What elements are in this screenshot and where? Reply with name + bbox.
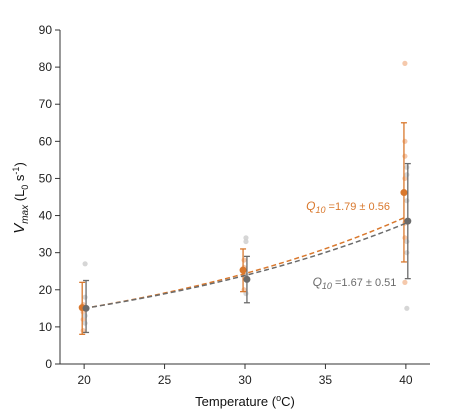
y-axis-title-open: (L: [12, 190, 27, 205]
y-tick-label: 20: [39, 283, 53, 297]
raw-point-grey: [404, 305, 410, 311]
y-axis-title-close: ): [12, 162, 27, 166]
y-axis-title-exp: -1: [11, 167, 21, 175]
raw-point-orange: [241, 257, 247, 263]
raw-point-grey: [82, 261, 88, 267]
x-axis-title-tail: C): [281, 394, 295, 409]
x-tick-label: 20: [77, 373, 91, 387]
y-axis-title-max: max: [20, 204, 31, 224]
mean-point-grey: [243, 275, 251, 283]
plot-area: 0 10 20 30 40 50 60 70 80 90 20 25 30 35 40 Q10 =1.79 ±…: [39, 23, 430, 387]
y-tick-label: 60: [39, 134, 53, 148]
raw-point-grey: [404, 238, 410, 245]
y-axis-title-zero: 0: [20, 185, 30, 190]
mean-point-orange: [400, 189, 408, 197]
x-tick-label: 30: [238, 373, 252, 387]
raw-point-grey: [243, 238, 249, 245]
raw-point-orange: [402, 279, 408, 285]
y-tick-label: 0: [45, 357, 52, 371]
q10-annotation-orange: Q10 =1.79 ± 0.56: [306, 199, 390, 215]
raw-point-grey: [404, 198, 410, 204]
raw-point-grey: [243, 235, 249, 241]
x-tick-label: 35: [319, 373, 333, 387]
q10-annotation-grey: Q10 =1.67 ± 0.51: [313, 275, 397, 291]
y-axis-title-v: V: [11, 222, 28, 234]
fit-curve-orange: [84, 216, 407, 310]
mean-point-orange: [239, 266, 247, 274]
raw-point-grey: [82, 320, 88, 326]
raw-point-orange: [402, 138, 408, 144]
y-tick-label: 10: [39, 320, 53, 334]
y-tick-label: 50: [39, 171, 53, 185]
raw-point-grey: [82, 313, 88, 319]
mean-point-grey: [82, 304, 90, 312]
raw-point-grey: [82, 294, 88, 300]
raw-point-orange: [402, 153, 408, 159]
x-tick-label: 40: [399, 373, 413, 387]
x-axis-title-sup: o: [276, 393, 281, 403]
y-tick-label: 80: [39, 60, 53, 74]
y-axis-title-s: s: [12, 174, 27, 185]
x-axis-title: Temperature (oC): [195, 393, 295, 409]
y-tick-label: 40: [39, 209, 53, 223]
x-axis-title-main: Temperature (: [195, 394, 277, 409]
raw-point-grey: [404, 250, 410, 256]
y-tick-label: 30: [39, 246, 53, 260]
x-tick-label: 25: [158, 373, 172, 387]
y-tick-label: 70: [39, 97, 53, 111]
y-axis-title: Vmax (L0 s-1): [11, 162, 31, 234]
raw-point-grey: [404, 172, 410, 178]
fit-curve-grey: [84, 222, 407, 310]
mean-point-grey: [404, 217, 412, 225]
y-tick-label: 90: [39, 23, 53, 37]
raw-point-grey: [404, 164, 410, 170]
raw-point-orange: [402, 60, 408, 66]
